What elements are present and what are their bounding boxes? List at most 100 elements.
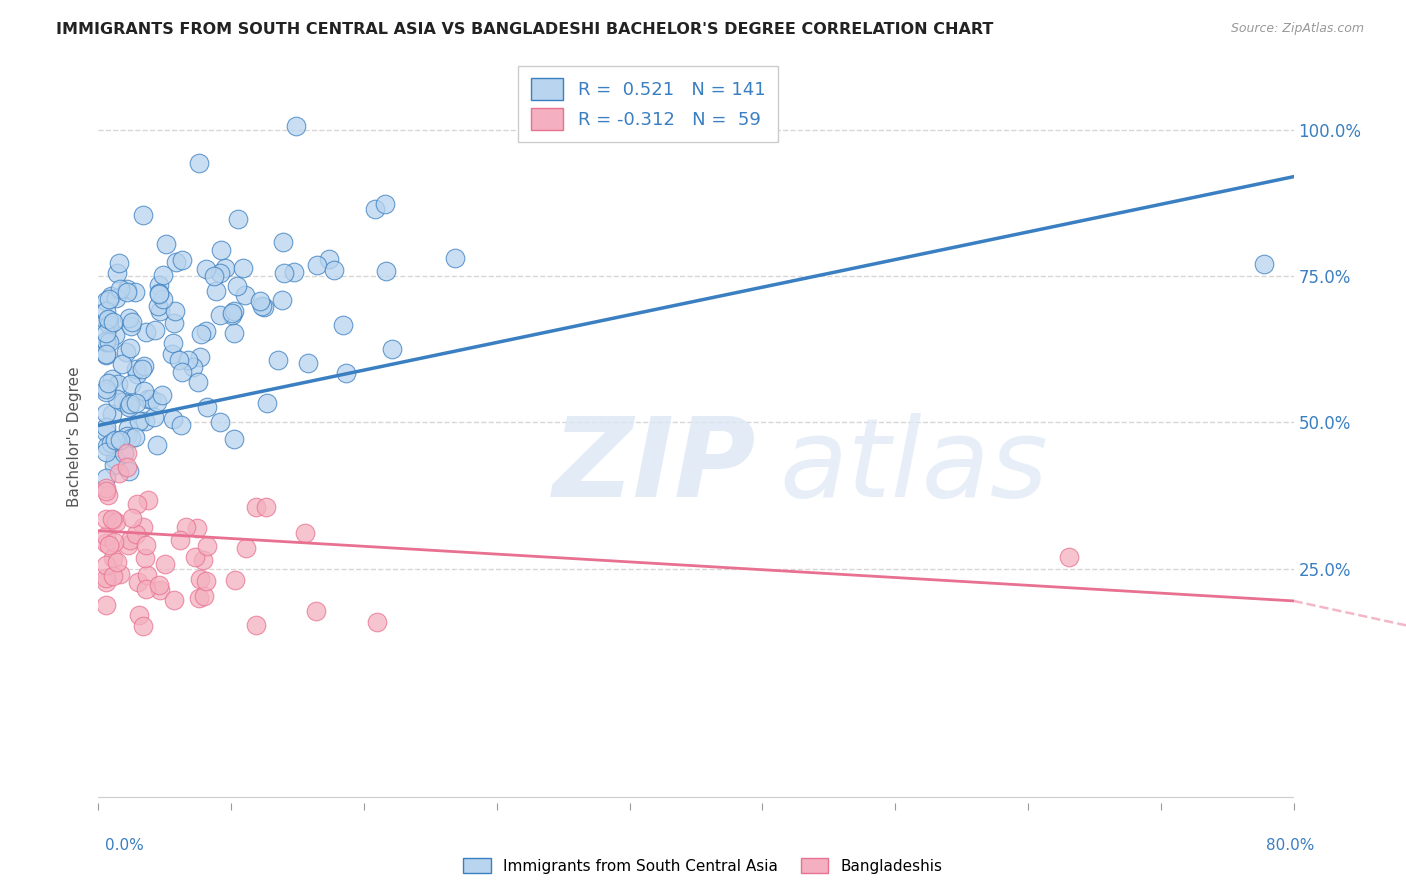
Point <box>152 268 174 282</box>
Point <box>120 341 142 355</box>
Legend: R =  0.521   N = 141, R = -0.312   N =  59: R = 0.521 N = 141, R = -0.312 N = 59 <box>519 66 778 143</box>
Point <box>107 376 129 391</box>
Point <box>117 421 139 435</box>
Point <box>132 619 155 633</box>
Point <box>170 365 193 379</box>
Point <box>104 516 127 530</box>
Point <box>297 356 319 370</box>
Point <box>118 464 141 478</box>
Point <box>153 557 176 571</box>
Point <box>94 574 117 589</box>
Point <box>305 258 328 272</box>
Point <box>94 444 117 458</box>
Point <box>195 574 218 588</box>
Point <box>163 316 186 330</box>
Point <box>97 376 120 390</box>
Point <box>118 397 141 411</box>
Point <box>104 452 127 467</box>
Point <box>184 549 207 564</box>
Point <box>146 395 169 409</box>
Point <box>191 553 214 567</box>
Point <box>100 289 122 303</box>
Point <box>97 293 120 307</box>
Point <box>294 526 316 541</box>
Point <box>245 617 267 632</box>
Point <box>222 432 245 446</box>
Point <box>94 384 117 399</box>
Point <box>273 266 295 280</box>
Point <box>127 497 149 511</box>
Point <box>375 264 398 278</box>
Point <box>112 446 135 460</box>
Point <box>103 458 125 472</box>
Point <box>143 323 166 337</box>
Point <box>115 285 138 300</box>
Point <box>170 418 193 433</box>
Point <box>94 348 117 362</box>
Point <box>155 236 177 251</box>
Point <box>318 252 340 266</box>
Point <box>160 347 183 361</box>
Point <box>98 313 121 327</box>
Point <box>134 384 156 399</box>
Point <box>176 353 198 368</box>
Point <box>101 372 124 386</box>
Point <box>146 438 169 452</box>
Point <box>125 361 148 376</box>
Point <box>194 324 217 338</box>
Point <box>115 282 138 296</box>
Point <box>131 362 153 376</box>
Point <box>195 400 218 414</box>
Point <box>1253 257 1275 271</box>
Point <box>103 550 125 565</box>
Point <box>267 353 290 368</box>
Point <box>284 119 307 133</box>
Point <box>94 571 117 585</box>
Point <box>209 244 232 258</box>
Point <box>148 304 170 318</box>
Point <box>143 409 166 424</box>
Point <box>335 366 357 380</box>
Point <box>105 555 128 569</box>
Point <box>221 308 243 322</box>
Point <box>443 251 465 265</box>
Point <box>103 534 125 549</box>
Point <box>118 400 141 414</box>
Point <box>94 512 117 526</box>
Point <box>94 528 117 542</box>
Point <box>94 425 117 440</box>
Point <box>134 551 156 566</box>
Point <box>94 471 117 485</box>
Point <box>152 292 174 306</box>
Point <box>121 315 143 329</box>
Point <box>121 511 143 525</box>
Point <box>245 500 267 515</box>
Point <box>108 566 131 581</box>
Point <box>120 432 142 446</box>
Point <box>115 460 138 475</box>
Point <box>188 156 211 170</box>
Point <box>101 407 124 421</box>
Point <box>108 282 131 296</box>
Point <box>94 334 117 349</box>
Point <box>305 604 328 618</box>
Point <box>124 396 146 410</box>
Point <box>104 327 127 342</box>
Point <box>187 375 209 389</box>
Point <box>138 392 160 407</box>
Point <box>148 285 170 300</box>
Point <box>132 520 155 534</box>
Point <box>148 277 170 292</box>
Point <box>139 392 162 407</box>
Point <box>128 608 150 623</box>
Text: Source: ZipAtlas.com: Source: ZipAtlas.com <box>1230 22 1364 36</box>
Point <box>364 202 387 216</box>
Point <box>96 439 118 453</box>
Point <box>117 538 139 552</box>
Legend: Immigrants from South Central Asia, Bangladeshis: Immigrants from South Central Asia, Bang… <box>457 852 949 880</box>
Point <box>162 335 184 350</box>
Point <box>94 558 117 572</box>
Point <box>94 293 117 308</box>
Point <box>101 513 124 527</box>
Point <box>111 357 134 371</box>
